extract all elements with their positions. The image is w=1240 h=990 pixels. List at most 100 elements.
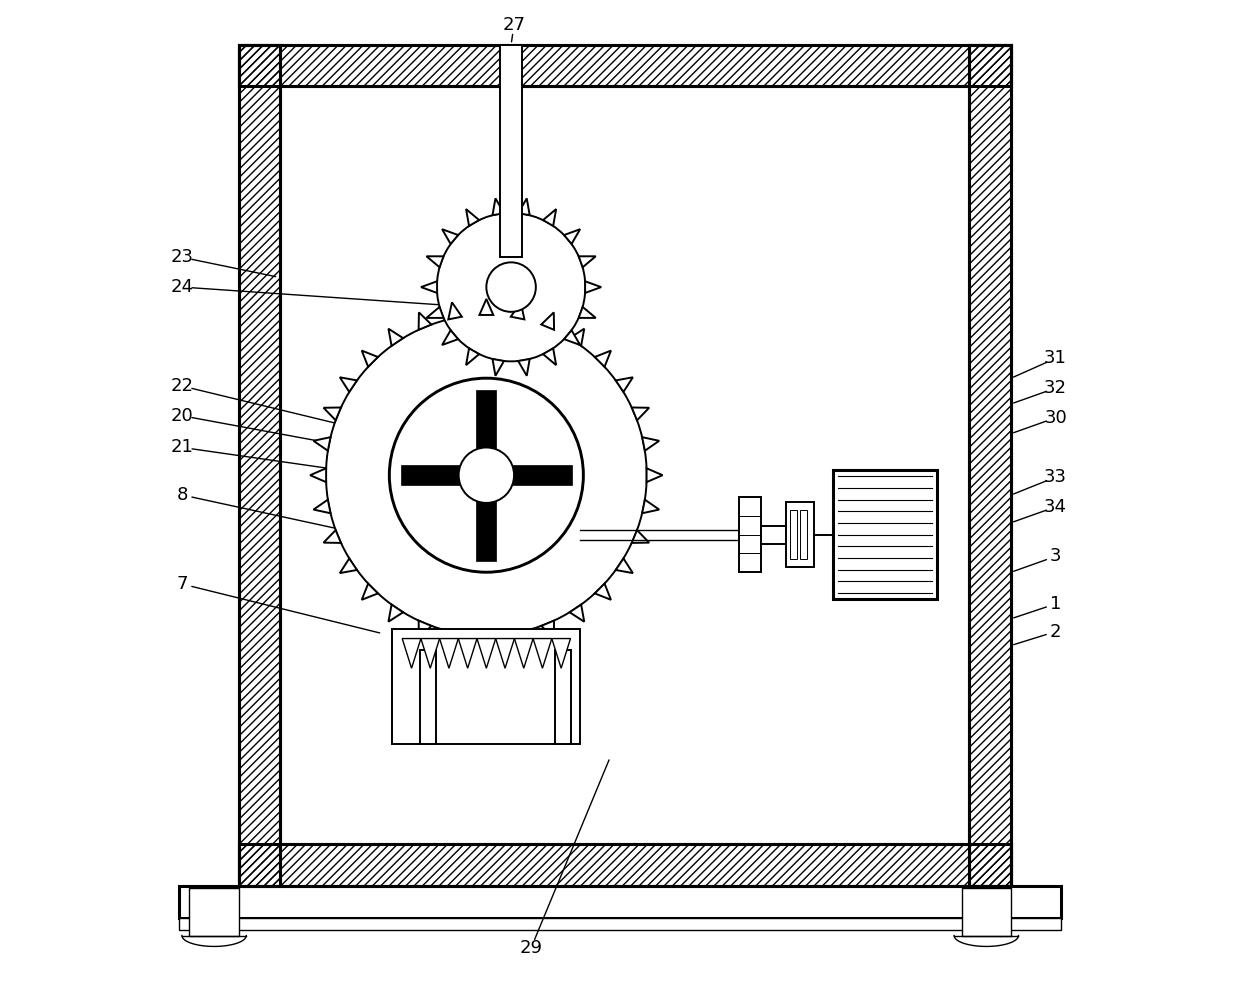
Polygon shape: [543, 209, 557, 226]
Polygon shape: [492, 359, 503, 376]
Bar: [239, 45, 280, 886]
Polygon shape: [616, 377, 632, 392]
Polygon shape: [340, 558, 357, 573]
Polygon shape: [496, 639, 515, 668]
Bar: [180, 918, 1060, 930]
Polygon shape: [420, 639, 440, 668]
Text: 3: 3: [1050, 547, 1061, 565]
Bar: [790, 511, 797, 558]
Text: 1: 1: [1050, 595, 1061, 613]
Bar: [970, 45, 1011, 886]
Polygon shape: [401, 465, 486, 485]
Bar: [239, 844, 1011, 886]
Polygon shape: [440, 639, 459, 668]
Polygon shape: [569, 605, 584, 622]
Polygon shape: [595, 350, 611, 367]
Text: 21: 21: [171, 439, 193, 456]
Circle shape: [459, 447, 515, 503]
Polygon shape: [480, 299, 494, 315]
Polygon shape: [486, 465, 572, 485]
Text: 31: 31: [1044, 349, 1068, 367]
Polygon shape: [388, 329, 403, 346]
Polygon shape: [631, 408, 650, 421]
Polygon shape: [631, 530, 650, 543]
Bar: [239, 45, 1011, 86]
Text: 22: 22: [171, 377, 193, 395]
Polygon shape: [427, 307, 444, 318]
Polygon shape: [340, 377, 357, 392]
Text: 8: 8: [177, 486, 188, 504]
Polygon shape: [449, 302, 461, 320]
Polygon shape: [569, 329, 584, 346]
Bar: [280, 86, 970, 844]
Bar: [786, 503, 813, 566]
Text: 2: 2: [1050, 623, 1061, 641]
Polygon shape: [362, 583, 378, 600]
Polygon shape: [515, 639, 533, 668]
Polygon shape: [427, 256, 444, 267]
Polygon shape: [518, 359, 529, 376]
Circle shape: [326, 315, 647, 636]
Polygon shape: [579, 307, 595, 318]
Polygon shape: [477, 639, 496, 668]
Polygon shape: [480, 636, 494, 651]
Text: 33: 33: [1044, 468, 1068, 486]
Bar: [239, 45, 1011, 86]
Bar: [760, 526, 786, 544]
Polygon shape: [402, 639, 420, 668]
Text: 30: 30: [1044, 409, 1066, 427]
Text: 32: 32: [1044, 379, 1068, 397]
Polygon shape: [642, 500, 660, 513]
Polygon shape: [642, 438, 660, 450]
Polygon shape: [511, 631, 525, 648]
Bar: [961, 888, 1011, 936]
Bar: [180, 886, 1060, 918]
Polygon shape: [511, 302, 525, 320]
Circle shape: [436, 213, 585, 361]
Polygon shape: [388, 605, 403, 622]
Text: 27: 27: [502, 16, 526, 34]
Polygon shape: [646, 468, 662, 482]
Bar: [239, 844, 1011, 886]
Text: 24: 24: [171, 278, 193, 296]
Text: 34: 34: [1044, 498, 1068, 516]
Polygon shape: [419, 621, 432, 638]
Text: 20: 20: [171, 407, 193, 425]
Polygon shape: [533, 639, 552, 668]
Bar: [800, 511, 807, 558]
Bar: [739, 497, 760, 571]
Polygon shape: [518, 198, 529, 215]
Polygon shape: [579, 256, 595, 267]
Polygon shape: [542, 313, 554, 330]
Polygon shape: [419, 313, 432, 330]
Circle shape: [486, 262, 536, 312]
Text: 29: 29: [520, 940, 542, 957]
Bar: [500, 45, 522, 257]
Polygon shape: [585, 281, 601, 293]
Polygon shape: [310, 468, 326, 482]
Bar: [420, 650, 436, 744]
Bar: [554, 650, 570, 744]
Polygon shape: [459, 639, 477, 668]
Polygon shape: [324, 530, 341, 543]
Polygon shape: [616, 558, 632, 573]
Polygon shape: [543, 348, 557, 365]
Polygon shape: [362, 350, 378, 367]
Polygon shape: [314, 438, 331, 450]
Bar: [970, 45, 1011, 886]
Bar: [833, 470, 936, 599]
Polygon shape: [422, 281, 436, 293]
Polygon shape: [564, 230, 580, 244]
Bar: [392, 629, 580, 744]
Polygon shape: [466, 348, 479, 365]
Polygon shape: [466, 209, 479, 226]
Bar: [190, 888, 239, 936]
Polygon shape: [443, 230, 458, 244]
Polygon shape: [542, 621, 554, 638]
Polygon shape: [314, 500, 331, 513]
Polygon shape: [552, 639, 570, 668]
Polygon shape: [324, 408, 341, 421]
Circle shape: [389, 378, 583, 572]
Bar: [239, 45, 280, 886]
Text: 23: 23: [171, 248, 193, 266]
